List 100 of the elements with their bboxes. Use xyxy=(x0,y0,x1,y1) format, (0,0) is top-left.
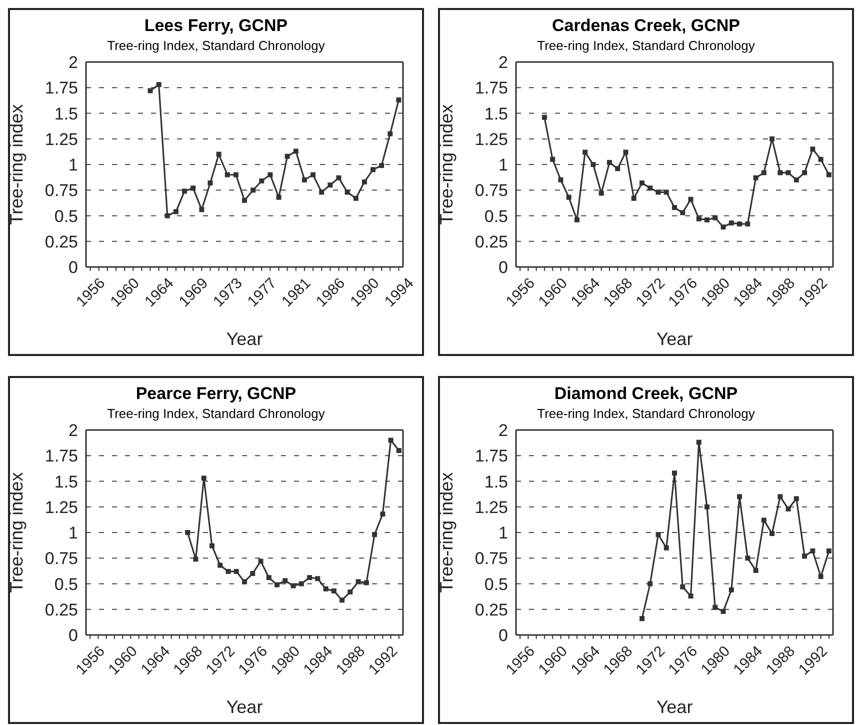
y-tick-label: 1.25 xyxy=(474,498,508,517)
point xyxy=(737,221,742,226)
point xyxy=(380,512,386,517)
point xyxy=(182,188,188,194)
y-tick-label: 1 xyxy=(498,524,508,543)
y-tick-label: 0 xyxy=(68,626,78,646)
point xyxy=(201,476,206,481)
y-tick-label: 1.5 xyxy=(484,472,508,492)
y-tick-label: 2 xyxy=(498,53,508,72)
point xyxy=(259,178,264,184)
point xyxy=(328,182,333,188)
point xyxy=(233,172,238,178)
point xyxy=(250,571,256,576)
point xyxy=(250,188,256,193)
point xyxy=(704,217,710,222)
point xyxy=(778,494,783,500)
y-tick-label: 0 xyxy=(498,626,508,646)
chart-subtitle: Tree-ring Index, Standard Chronology xyxy=(536,38,756,53)
point xyxy=(282,578,288,584)
point xyxy=(310,172,316,178)
point xyxy=(370,167,376,172)
y-tick-label: 1.75 xyxy=(44,446,78,466)
point xyxy=(696,216,702,222)
point xyxy=(226,568,231,574)
point xyxy=(173,209,178,214)
point xyxy=(258,558,264,564)
point xyxy=(672,470,677,476)
point xyxy=(818,156,824,162)
point xyxy=(336,175,342,180)
y-tick-label: 0.75 xyxy=(474,181,508,200)
chart-subtitle: Tree-ring Index, Standard Chronology xyxy=(536,406,756,421)
point xyxy=(190,186,196,191)
point xyxy=(615,166,620,172)
y-tick-label: 1.75 xyxy=(474,78,508,98)
point xyxy=(770,531,775,536)
point xyxy=(331,588,336,594)
point xyxy=(148,88,153,94)
point xyxy=(234,568,239,574)
point xyxy=(542,114,547,120)
point xyxy=(582,150,588,155)
y-tick-label: 1.25 xyxy=(474,130,508,149)
y-tick-label: 1 xyxy=(68,524,78,543)
point xyxy=(745,221,750,226)
point xyxy=(802,170,808,176)
x-axis-title: Year xyxy=(226,329,263,349)
point xyxy=(372,532,378,538)
chart-title: Cardenas Creek, GCNP xyxy=(550,16,742,36)
point xyxy=(720,224,726,230)
y-tick-label: 1.5 xyxy=(484,104,508,124)
y-tick-label: 1.75 xyxy=(474,446,508,466)
point xyxy=(193,556,198,562)
point xyxy=(631,196,636,201)
point xyxy=(362,179,367,184)
point xyxy=(216,152,222,157)
point xyxy=(664,545,669,550)
point xyxy=(688,594,694,599)
x-axis-title: Year xyxy=(656,329,693,349)
point xyxy=(242,198,247,203)
y-tick-label: 1 xyxy=(68,156,78,175)
point xyxy=(364,580,369,586)
point xyxy=(298,581,304,586)
y-tick-label: 1.75 xyxy=(44,78,78,98)
y-tick-label: 2 xyxy=(68,53,78,72)
point xyxy=(218,562,223,568)
point xyxy=(720,608,726,614)
point xyxy=(185,530,190,535)
point xyxy=(704,504,710,510)
y-tick-label: 0 xyxy=(68,258,78,278)
point xyxy=(199,207,204,212)
y-tick-label: 0.5 xyxy=(484,574,508,594)
point xyxy=(268,172,273,178)
y-tick-label: 0.5 xyxy=(54,206,78,226)
chart-title: Lees Ferry, GCNP xyxy=(143,16,289,36)
point xyxy=(778,170,783,176)
point xyxy=(680,210,686,216)
x-axis-title: Year xyxy=(226,697,263,717)
point xyxy=(566,194,572,200)
point xyxy=(590,162,596,167)
y-tick-label: 0.5 xyxy=(484,206,508,226)
point xyxy=(379,163,384,168)
point xyxy=(664,190,669,195)
point xyxy=(558,177,564,182)
point xyxy=(728,587,734,592)
point xyxy=(340,598,345,603)
point xyxy=(266,575,272,580)
point xyxy=(826,172,832,178)
point xyxy=(388,438,394,443)
point xyxy=(786,170,791,176)
point xyxy=(712,215,718,220)
point xyxy=(794,496,799,502)
point xyxy=(712,604,718,610)
point xyxy=(623,150,628,155)
point xyxy=(761,518,766,523)
point xyxy=(274,582,280,588)
point xyxy=(164,213,170,218)
y-tick-label: 0.25 xyxy=(474,600,508,620)
point xyxy=(802,554,808,559)
y-tick-label: 0.25 xyxy=(474,232,508,252)
point xyxy=(276,194,282,200)
point xyxy=(290,583,296,588)
